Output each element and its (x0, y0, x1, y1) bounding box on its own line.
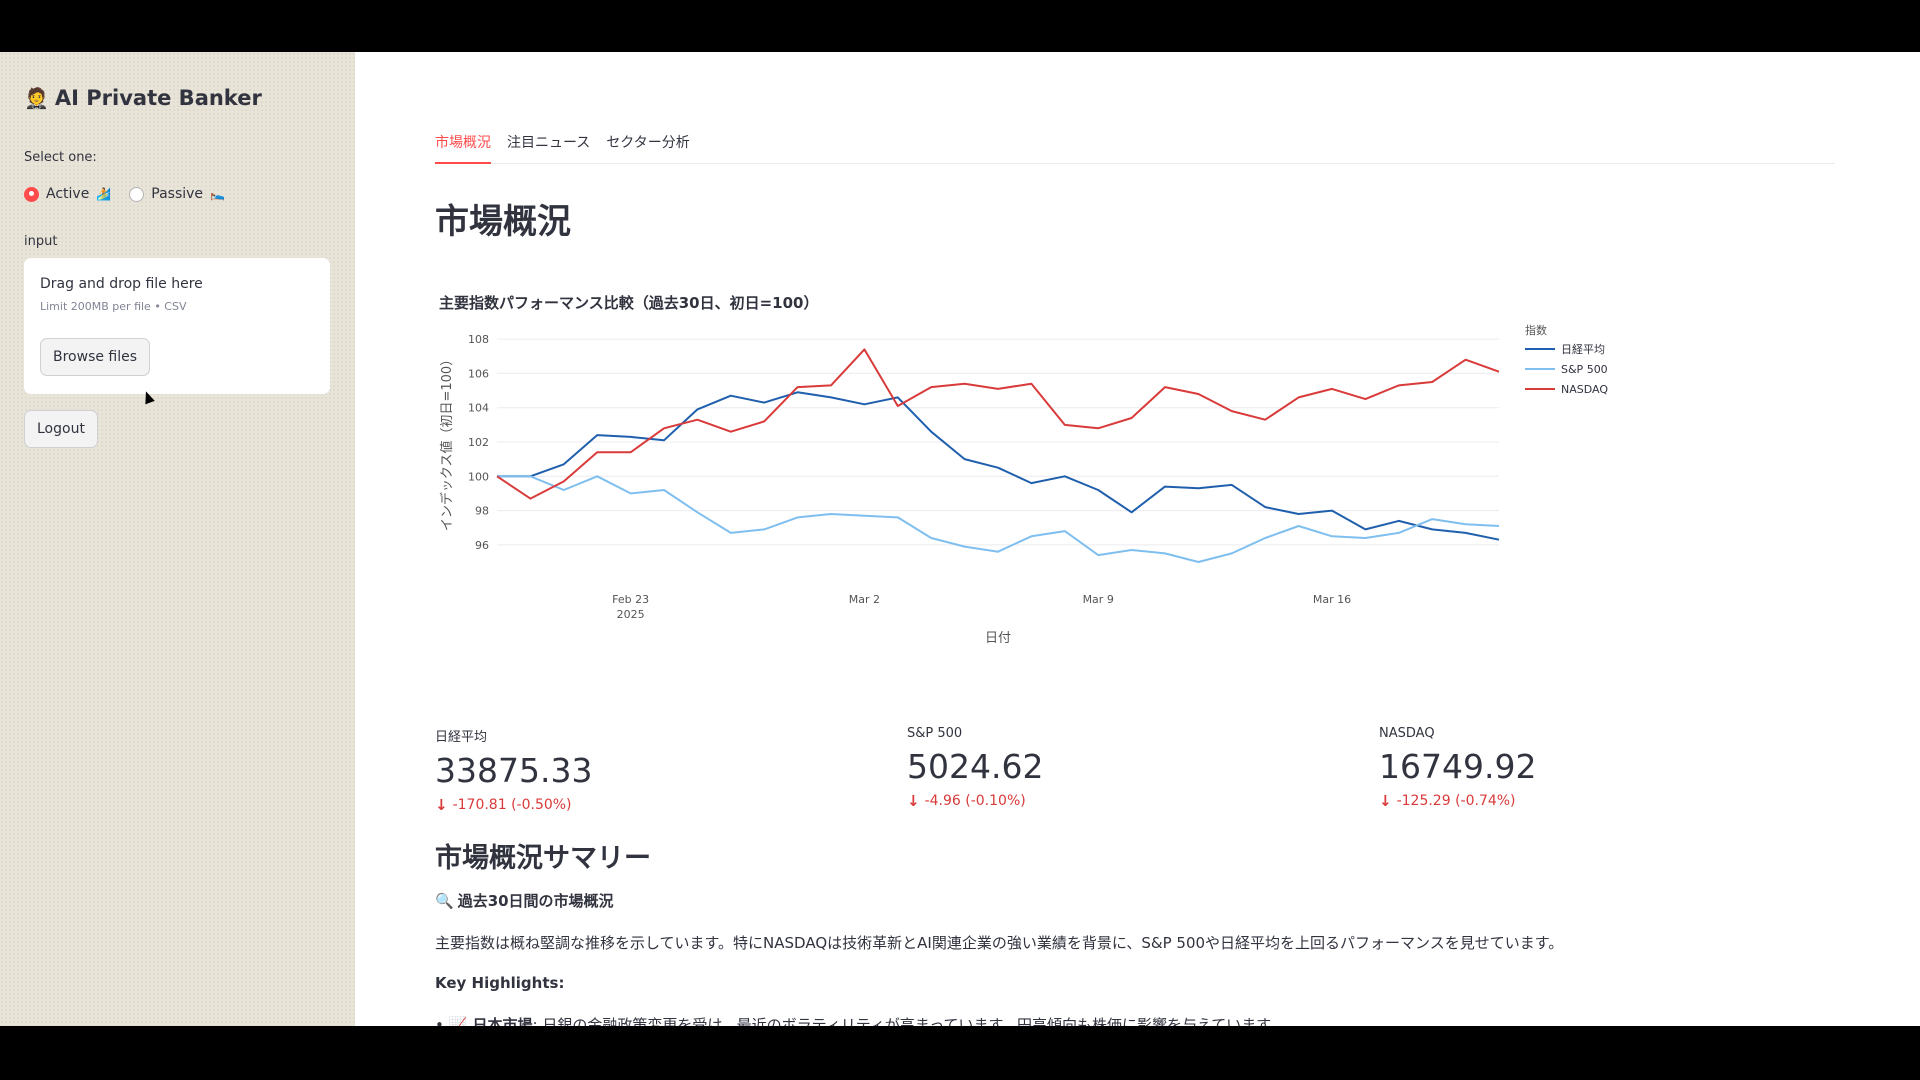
logout-button[interactable]: Logout (24, 410, 98, 448)
metric-label: S&P 500 (907, 726, 963, 741)
legend-entry: 日経平均 (1561, 343, 1605, 356)
highlight-bullet: • 📈 日本市場: 日銀の金融政策変更を受け、最近のボラティリティが高まっていま… (435, 1014, 1285, 1026)
summary-subheading-text: 過去30日間の市場概況 (457, 892, 614, 910)
metric-delta-text: -125.29 (-0.74%) (1396, 793, 1516, 809)
radio-passive-dot[interactable] (129, 186, 145, 202)
page-title: 市場概況 (435, 202, 571, 242)
sidebar-title: 🤵 AI Private Banker (24, 86, 262, 110)
radio-active[interactable]: Active 🏄 (24, 186, 111, 202)
x-tick-label: Mar 9 (1083, 593, 1114, 606)
highlight-bullet-text: : 日銀の金融政策変更を受け、最近のボラティリティが高まっています。円高傾向も株… (532, 1016, 1285, 1026)
metric-nasdaq: NASDAQ 16749.92 ↓ -125.29 (-0.74%) (1379, 726, 1799, 810)
metric-sp500: S&P 500 5024.62 ↓ -4.96 (-0.10%) (907, 726, 1327, 810)
tab-bar: 市場概況 注目ニュース セクター分析 (435, 130, 1835, 164)
metric-delta: ↓ -170.81 (-0.50%) (435, 796, 855, 814)
key-highlights-heading: Key Highlights: (435, 974, 565, 992)
chart-title: 主要指数パフォーマンス比較（過去30日、初日=100） (439, 294, 819, 312)
browse-files-button[interactable]: Browse files (40, 338, 151, 376)
arrow-down-icon: ↓ (435, 796, 448, 814)
y-tick-label: 102 (468, 436, 489, 449)
metrics-row: 日経平均 33875.33 ↓ -170.81 (-0.50%) S&P 500… (435, 726, 1855, 826)
magnifier-icon: 🔍 (435, 891, 454, 910)
series-line-S&P 500 (497, 475, 1500, 563)
metric-label: NASDAQ (1379, 726, 1435, 741)
select-label: Select one: (24, 150, 97, 165)
radio-passive[interactable]: Passive 🛌 (129, 186, 225, 202)
tab-market-overview[interactable]: 市場概況 (435, 130, 491, 164)
metric-value: 5024.62 (907, 747, 1044, 786)
bottom-letterbox (0, 1026, 1920, 1080)
series-line-NASDAQ (496, 348, 1500, 500)
metric-delta-text: -4.96 (-0.10%) (924, 793, 1026, 809)
y-tick-label: 100 (468, 470, 489, 483)
chart-svg: 96 98 100 102 104 106 108 Feb 23 2025 Mar 2 Mar 9 M… (439, 323, 1608, 646)
file-uploader-dropzone[interactable]: Drag and drop file here Limit 200MB per … (24, 258, 330, 394)
metric-delta-text: -170.81 (-0.50%) (452, 797, 572, 813)
radio-active-label: Active (46, 186, 90, 202)
x-axis-label: 日付 (985, 631, 1011, 646)
radio-passive-label: Passive (151, 186, 204, 202)
summary-subheading: 🔍 過去30日間の市場概況 (435, 890, 614, 911)
metric-delta: ↓ -4.96 (-0.10%) (907, 792, 1327, 810)
dropzone-title: Drag and drop file here (40, 276, 203, 292)
mode-radio-group: Active 🏄 Passive 🛌 (24, 186, 225, 202)
y-tick-label: 96 (475, 539, 489, 552)
radio-active-dot[interactable] (24, 186, 39, 202)
bed-icon: 🛌 (210, 187, 225, 201)
metric-label: 日経平均 (435, 730, 488, 745)
app-window: 🤵 AI Private Banker Select one: Active 🏄… (0, 52, 1920, 1026)
summary-paragraph: 主要指数は概ね堅調な推移を示しています。特にNASDAQは技術革新とAI関連企業… (435, 934, 1564, 952)
y-tick-label: 98 (475, 505, 489, 518)
input-label: input (24, 234, 58, 249)
legend-title: 指数 (1525, 323, 1547, 337)
metric-delta: ↓ -125.29 (-0.74%) (1379, 792, 1799, 810)
tab-news[interactable]: 注目ニュース (507, 135, 591, 151)
y-tick-label: 104 (468, 402, 489, 415)
surfer-icon: 🏄 (96, 187, 112, 201)
series-line-日経平均 (497, 391, 1500, 541)
legend-entry: S&P 500 (1561, 363, 1608, 376)
top-letterbox (0, 0, 1920, 52)
y-axis-label: インデックス値（初日=100） (439, 353, 455, 531)
arrow-down-icon: ↓ (907, 792, 920, 810)
summary-title: 市場概況サマリー (435, 843, 651, 874)
banker-icon: 🤵 (24, 86, 49, 110)
x-tick-label: Mar 2 (849, 593, 880, 606)
tab-sector-analysis[interactable]: セクター分析 (606, 135, 690, 151)
legend-entry: NASDAQ (1561, 383, 1608, 396)
main-content: 市場概況 注目ニュース セクター分析 市場概況 主要指数パフォーマンス比較（過去… (355, 52, 1920, 1026)
sidebar-title-text: AI Private Banker (54, 86, 262, 110)
metric-value: 33875.33 (435, 751, 593, 790)
arrow-down-icon: ↓ (1379, 792, 1392, 810)
performance-chart: 主要指数パフォーマンス比較（過去30日、初日=100） 96 98 100 102 10… (435, 282, 1855, 682)
sidebar: 🤵 AI Private Banker Select one: Active 🏄… (0, 52, 355, 1026)
highlight-bullet-title: 📈 日本市場 (448, 1016, 533, 1026)
x-tick-label: Mar 16 (1313, 593, 1351, 606)
y-tick-label: 106 (468, 367, 489, 380)
metric-nikkei: 日経平均 33875.33 ↓ -170.81 (-0.50%) (435, 726, 855, 814)
dropzone-limit: Limit 200MB per file • CSV (40, 300, 187, 313)
metric-value: 16749.92 (1379, 747, 1537, 786)
x-tick-label: Feb 23 2025 (612, 593, 649, 621)
y-tick-label: 108 (468, 333, 489, 346)
